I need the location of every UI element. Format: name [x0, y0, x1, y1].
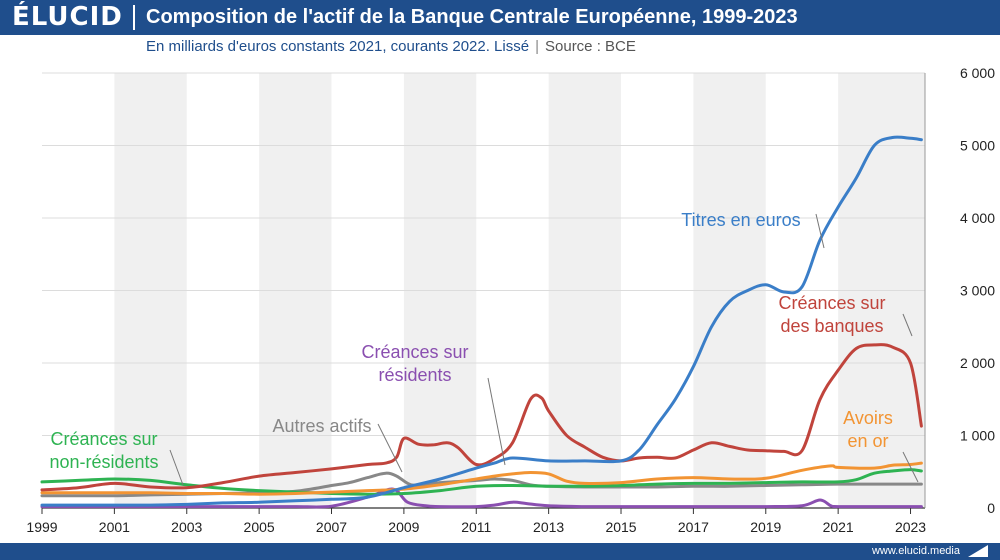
series-label-avoirs-en-or: en or	[847, 431, 888, 451]
chart-area: 0 1 000 2 000 3 000 4 000 5 000 6 000 1999 2001 2…	[26, 65, 995, 535]
x-tick-label: 2003	[171, 519, 202, 535]
x-tick-label: 2013	[533, 519, 564, 535]
x-tick-label: 2011	[461, 519, 491, 535]
subtitle-separator: |	[535, 38, 539, 55]
subtitle-units: En milliards d'euros constants 2021, cou…	[146, 38, 530, 55]
annotation-leader-line	[815, 213, 825, 249]
header-divider	[133, 5, 135, 30]
y-tick-label: 3 000	[960, 283, 995, 299]
series-line-avoirs-en-or	[40, 461, 923, 496]
series-label-creances-sur-non-residents: non-résidents	[49, 452, 158, 472]
annotation-leader-line	[377, 423, 403, 473]
x-tick-label: 1999	[26, 519, 57, 535]
x-tick-label: 2021	[823, 519, 854, 535]
elucid-logo[interactable]: ÉLUCID	[12, 2, 123, 32]
x-tick-label: 2001	[99, 519, 130, 535]
chart-subtitle: En milliards d'euros constants 2021, cou…	[146, 38, 636, 55]
series-label-creances-sur-residents: résidents	[378, 365, 451, 385]
chart-title: Composition de l'actif de la Banque Cent…	[146, 6, 798, 28]
series-label-creances-sur-non-residents: Créances sur	[50, 429, 157, 449]
y-tick-label: 6 000	[960, 65, 995, 81]
x-tick-label: 2015	[605, 519, 636, 535]
x-tick-label: 2023	[895, 519, 926, 535]
annotation-leader-line	[902, 313, 913, 337]
subtitle-source: Source : BCE	[545, 38, 636, 55]
footer-logo-icon	[968, 545, 988, 557]
y-tick-label: 2 000	[960, 355, 995, 371]
footer-url[interactable]: www.elucid.media	[871, 545, 960, 557]
series-label-creances-sur-des-banques: des banques	[780, 316, 883, 336]
annotation-leader-line	[487, 377, 506, 466]
x-tick-label: 2007	[316, 519, 347, 535]
y-tick-label: 4 000	[960, 210, 995, 226]
series-line-creances-sur-des-banques	[40, 343, 923, 492]
x-tick-label: 2017	[678, 519, 709, 535]
x-tick-label: 2019	[750, 519, 781, 535]
series-label-creances-sur-des-banques: Créances sur	[778, 293, 885, 313]
y-tick-label: 0	[987, 500, 995, 516]
x-tick-label: 2005	[244, 519, 275, 535]
series-label-titres-en-euros: Titres en euros	[681, 210, 800, 230]
y-tick-label: 5 000	[960, 138, 995, 154]
footer-bar	[0, 543, 1000, 560]
header-bar	[0, 0, 1000, 35]
series-label-autres-actifs: Autres actifs	[272, 416, 371, 436]
series-line-titres-en-euros	[40, 135, 923, 507]
series-line-creances-sur-residents	[40, 487, 923, 509]
y-tick-label: 1 000	[960, 428, 995, 444]
series-label-avoirs-en-or: Avoirs	[843, 408, 893, 428]
x-tick-label: 2009	[388, 519, 419, 535]
series-label-creances-sur-residents: Créances sur	[361, 342, 468, 362]
annotation-leader-line	[169, 449, 184, 486]
annotation-leader-line	[902, 451, 919, 483]
